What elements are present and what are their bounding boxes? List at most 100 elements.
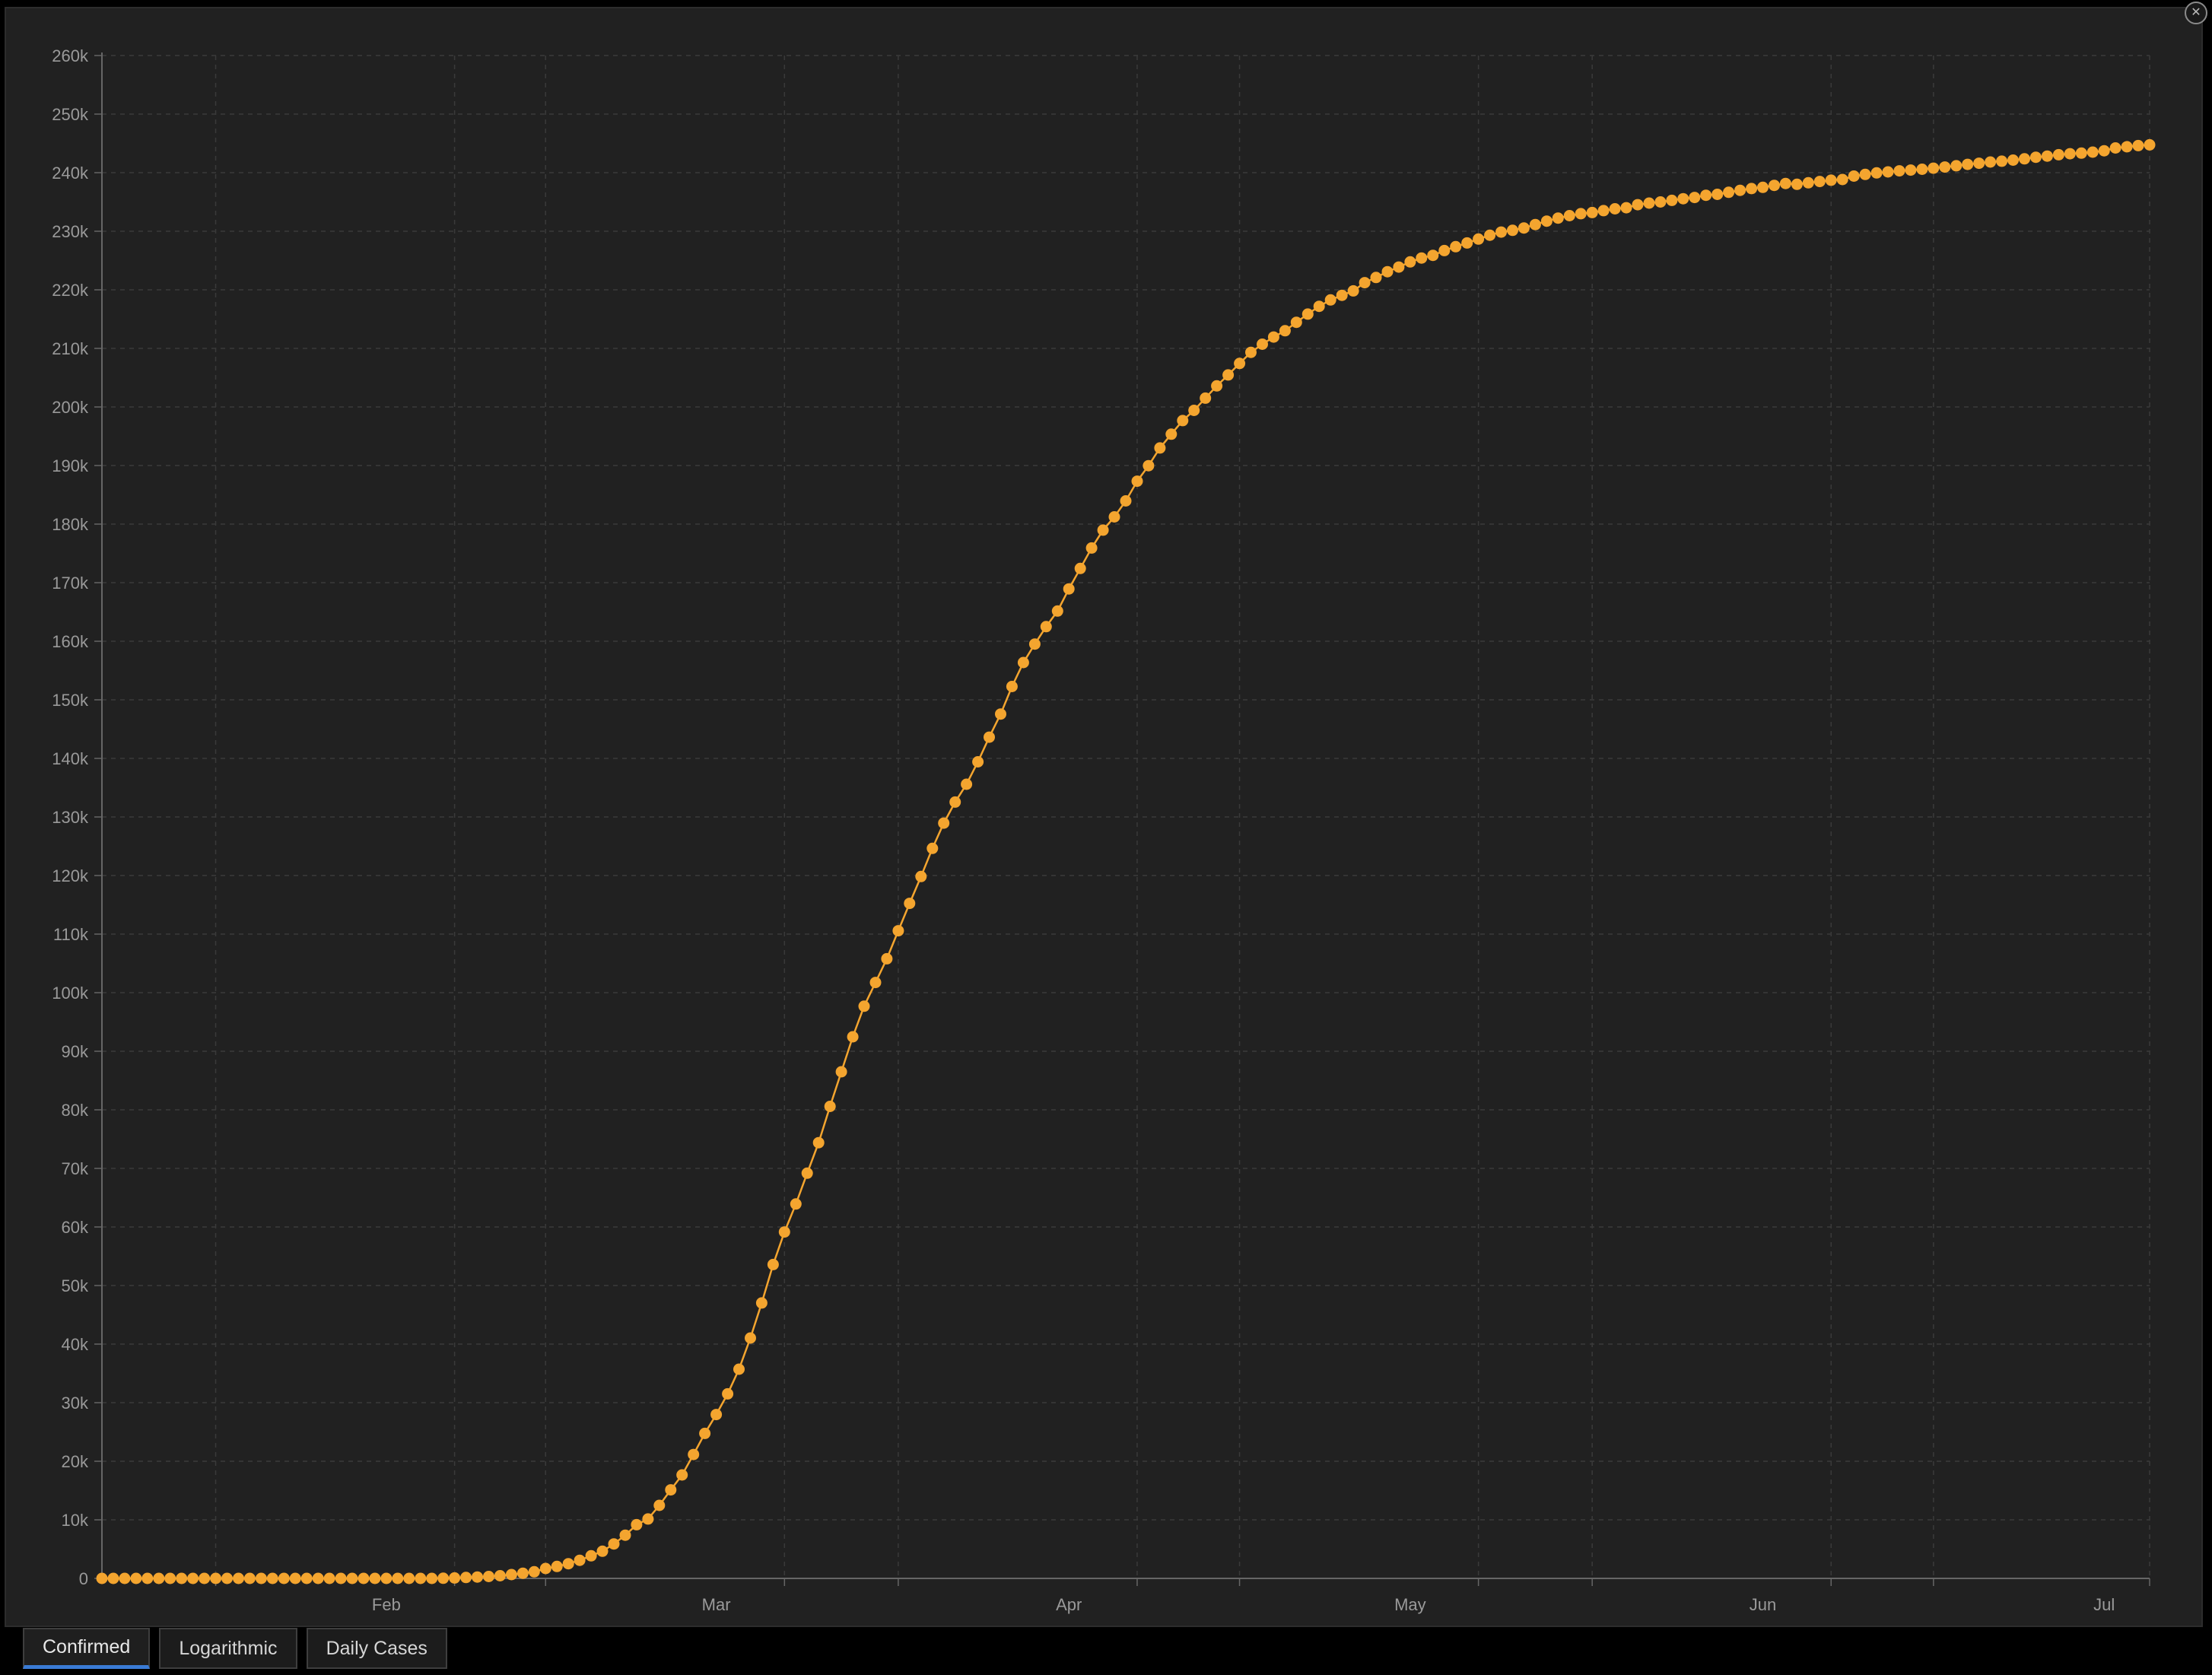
data-point [858, 1000, 870, 1012]
data-point [164, 1572, 176, 1584]
data-point [631, 1518, 643, 1530]
data-point [1540, 215, 1553, 227]
data-point [1120, 495, 1132, 507]
data-point [1609, 203, 1621, 215]
data-point [312, 1572, 324, 1584]
data-point [1097, 524, 1109, 536]
data-point [1313, 300, 1325, 313]
y-tick-label: 230k [52, 222, 89, 241]
data-point [938, 817, 950, 829]
data-point [1882, 166, 1894, 178]
data-point [2109, 142, 2121, 154]
data-point [1962, 158, 1974, 170]
data-point [904, 898, 916, 910]
data-point [1211, 380, 1223, 392]
data-point [539, 1562, 551, 1575]
tab-daily-cases[interactable]: Daily Cases [306, 1628, 447, 1669]
y-tick-label: 180k [52, 515, 89, 534]
data-point [2052, 148, 2064, 161]
data-point [2075, 147, 2087, 159]
data-point [1507, 224, 1518, 237]
y-tick-label: 170k [52, 574, 89, 593]
data-point [483, 1571, 494, 1582]
data-point [2144, 138, 2156, 151]
y-tick-label: 80k [62, 1101, 89, 1120]
data-point [608, 1538, 620, 1550]
y-tick-label: 90k [62, 1042, 89, 1061]
data-point [2019, 153, 2030, 165]
chart: 0 10k 20k 30k 40k 50k 60k 70k 80k 90k 100k 110k 120k… [52, 46, 2156, 1614]
data-point [2132, 139, 2144, 151]
data-point [1143, 459, 1155, 472]
data-point [596, 1545, 609, 1557]
data-point [881, 952, 893, 965]
data-point [676, 1469, 688, 1481]
y-tick-label: 140k [52, 749, 89, 768]
data-point [437, 1572, 450, 1584]
data-point [562, 1558, 574, 1570]
data-point [96, 1572, 108, 1584]
data-point [1461, 237, 1473, 249]
data-point [710, 1409, 723, 1421]
data-point [1518, 222, 1530, 234]
data-point [778, 1226, 790, 1238]
data-point [1666, 194, 1678, 206]
y-tick-label: 20k [62, 1452, 89, 1471]
tab-logarithmic[interactable]: Logarithmic [159, 1628, 297, 1669]
data-point [1552, 212, 1564, 224]
tab-confirmed[interactable]: Confirmed [23, 1628, 151, 1669]
data-point [266, 1572, 278, 1584]
y-tick-label: 110k [53, 925, 89, 944]
data-point [358, 1572, 370, 1584]
x-tick-label: May [1394, 1595, 1426, 1614]
data-point [619, 1529, 631, 1541]
data-point [961, 778, 973, 790]
data-point [585, 1549, 597, 1562]
data-point [1324, 294, 1336, 306]
data-point [1393, 261, 1405, 273]
data-point [516, 1567, 529, 1579]
data-point [1006, 681, 1018, 692]
data-point [1563, 210, 1575, 221]
series-line [102, 144, 2150, 1580]
data-point [1381, 265, 1394, 278]
data-point [1200, 392, 1212, 404]
data-point [1723, 186, 1735, 199]
data-point [1700, 189, 1712, 202]
data-point [494, 1570, 506, 1581]
data-point [2029, 151, 2042, 164]
data-point [369, 1572, 381, 1584]
collapse-icon[interactable]: ✕ [2185, 2, 2207, 24]
data-point [199, 1572, 211, 1584]
y-tick-label: 150k [52, 691, 89, 710]
data-point [1416, 252, 1428, 264]
data-point [1108, 511, 1120, 523]
data-point [915, 870, 927, 882]
data-point [892, 925, 904, 937]
y-tick-label: 70k [62, 1159, 89, 1178]
y-tick-label: 50k [62, 1276, 89, 1295]
y-tick-label: 60k [62, 1218, 89, 1237]
data-point [1689, 192, 1701, 204]
data-point [1802, 176, 1814, 189]
data-point [790, 1198, 802, 1210]
data-point [1677, 192, 1689, 205]
data-point [1928, 162, 1940, 174]
data-point [972, 756, 984, 768]
data-point [300, 1572, 313, 1584]
data-point [1404, 256, 1416, 268]
data-point [1643, 197, 1655, 209]
series-confirmed [96, 138, 2156, 1584]
y-tick-label: 260k [52, 46, 89, 65]
data-point [2007, 154, 2019, 166]
data-point [1370, 272, 1382, 284]
x-tick-label: Jul [2093, 1595, 2115, 1614]
data-point [1131, 475, 1143, 488]
data-point [449, 1572, 461, 1584]
data-point [1916, 164, 1928, 175]
data-point [812, 1136, 825, 1149]
data-point [335, 1572, 347, 1584]
axes [94, 52, 2150, 1586]
y-tick-label: 100k [52, 984, 89, 1003]
data-point [1711, 189, 1724, 200]
